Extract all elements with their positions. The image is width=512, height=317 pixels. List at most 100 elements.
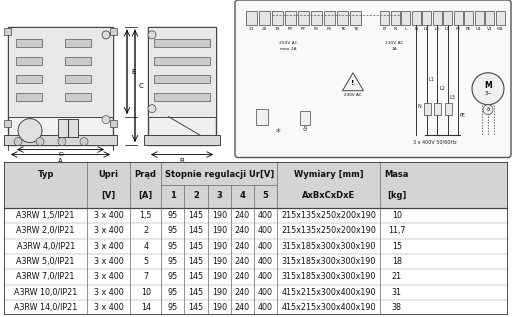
Text: 1: 1	[170, 191, 176, 200]
Bar	[285, 11, 296, 25]
Text: Upri: Upri	[99, 170, 119, 178]
Text: PE: PE	[466, 27, 471, 31]
Text: 240: 240	[235, 288, 250, 297]
Bar	[433, 11, 441, 25]
Text: V1: V1	[486, 27, 493, 31]
Text: 190: 190	[211, 242, 227, 251]
Text: RT: RT	[288, 27, 293, 31]
Text: A: A	[58, 158, 63, 164]
Text: 190: 190	[211, 226, 227, 235]
Bar	[475, 11, 483, 25]
Text: 10: 10	[392, 211, 402, 220]
Text: 1A: 1A	[391, 47, 397, 51]
Text: 240: 240	[235, 226, 250, 235]
Text: [kg]: [kg]	[387, 191, 407, 200]
Text: A3RW 5,0/IP21: A3RW 5,0/IP21	[16, 257, 75, 266]
Text: 145: 145	[188, 273, 204, 281]
Text: FS: FS	[327, 27, 332, 31]
Bar	[110, 120, 117, 126]
Text: [A]: [A]	[139, 191, 153, 200]
Circle shape	[36, 138, 44, 146]
Text: 31: 31	[392, 288, 402, 297]
Text: PE: PE	[455, 27, 461, 31]
Text: *: *	[275, 127, 281, 138]
Bar	[16, 75, 42, 83]
Text: 95: 95	[168, 211, 178, 220]
Text: C: C	[139, 83, 144, 89]
Bar	[300, 111, 310, 125]
Text: 415x215x300x400x190: 415x215x300x400x190	[282, 288, 376, 297]
Text: D: D	[58, 152, 63, 157]
Text: 3 x 400: 3 x 400	[94, 257, 123, 266]
Text: 400: 400	[258, 257, 273, 266]
Bar	[65, 39, 91, 47]
Text: 190: 190	[211, 211, 227, 220]
Bar	[412, 11, 420, 25]
Text: U1: U1	[476, 27, 482, 31]
Text: RT: RT	[301, 27, 306, 31]
Text: 215x135x250x200x190: 215x135x250x200x190	[282, 226, 376, 235]
Text: L3: L3	[450, 95, 455, 100]
Bar	[65, 57, 91, 65]
Text: 240: 240	[235, 242, 250, 251]
Text: 145: 145	[188, 242, 204, 251]
Bar	[154, 93, 210, 101]
Text: 20: 20	[262, 27, 267, 31]
Bar	[144, 135, 220, 145]
Bar	[148, 27, 216, 145]
Text: W1: W1	[497, 27, 504, 31]
Text: 4: 4	[240, 191, 245, 200]
Text: N: N	[418, 104, 422, 109]
Text: Prąd: Prąd	[135, 170, 157, 178]
Bar	[423, 103, 431, 115]
Text: 15: 15	[392, 242, 402, 251]
Text: TK: TK	[353, 27, 358, 31]
Bar	[464, 11, 473, 25]
Text: LT: LT	[382, 27, 387, 31]
Text: 5: 5	[263, 191, 268, 200]
Text: 3~: 3~	[484, 91, 492, 96]
Bar	[4, 162, 508, 208]
Text: 3 x 400: 3 x 400	[94, 211, 123, 220]
Text: 240: 240	[235, 257, 250, 266]
Bar	[154, 75, 210, 83]
Text: 4: 4	[143, 242, 148, 251]
Text: Masa: Masa	[385, 170, 409, 178]
Bar	[496, 11, 504, 25]
Text: B: B	[180, 158, 184, 164]
Text: 230V AC: 230V AC	[385, 41, 403, 45]
Text: 3 x 400: 3 x 400	[94, 242, 123, 251]
Polygon shape	[168, 117, 216, 145]
Bar	[154, 57, 210, 65]
Bar	[16, 57, 42, 65]
Text: Typ: Typ	[37, 170, 54, 178]
Text: 315x185x300x300x190: 315x185x300x300x190	[282, 257, 376, 266]
Bar	[350, 11, 361, 25]
Text: PE: PE	[460, 113, 466, 118]
Text: 10: 10	[141, 288, 151, 297]
Text: 11,7: 11,7	[388, 226, 406, 235]
Text: 14: 14	[141, 303, 151, 312]
Bar	[8, 27, 113, 117]
Text: 95: 95	[168, 226, 178, 235]
Bar	[148, 27, 216, 117]
Text: 21: 21	[249, 27, 254, 31]
Text: 215x135x250x200x190: 215x135x250x200x190	[282, 211, 376, 220]
Text: 190: 190	[211, 288, 227, 297]
Bar	[256, 109, 268, 125]
Bar	[58, 119, 78, 137]
Bar	[337, 11, 348, 25]
Circle shape	[472, 73, 504, 105]
Text: 190: 190	[211, 257, 227, 266]
Bar	[65, 93, 91, 101]
Text: L2: L2	[439, 86, 445, 91]
Bar	[454, 11, 462, 25]
Bar	[298, 11, 309, 25]
Text: !: !	[351, 80, 355, 86]
Text: A3RW 10,0/IP21: A3RW 10,0/IP21	[14, 288, 77, 297]
Text: 2: 2	[193, 191, 199, 200]
Text: 21: 21	[392, 273, 402, 281]
Text: [V]: [V]	[101, 191, 116, 200]
Bar	[311, 11, 322, 25]
Text: 19: 19	[275, 27, 280, 31]
